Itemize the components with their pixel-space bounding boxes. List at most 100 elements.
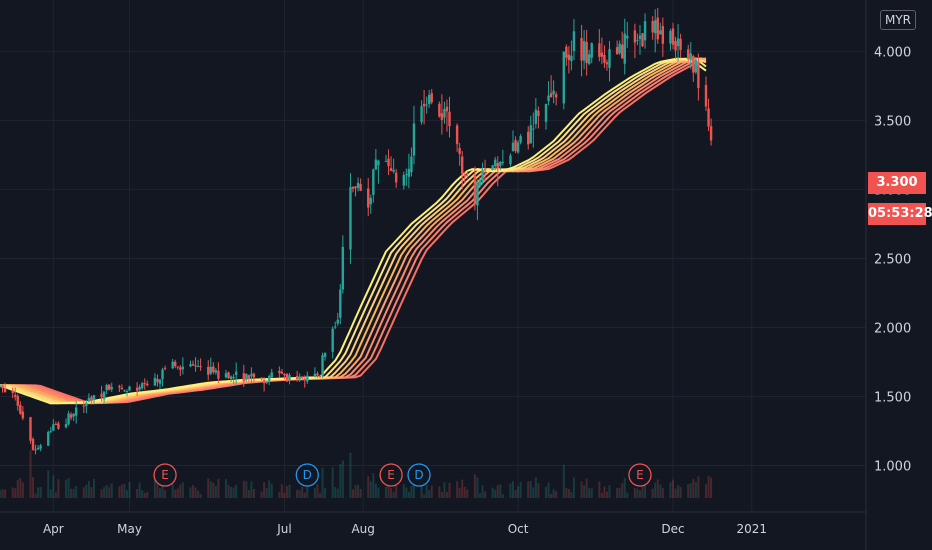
candle-body <box>367 188 370 208</box>
candle-body <box>643 21 647 41</box>
volume-bar <box>425 484 428 498</box>
volume-bar <box>37 487 40 498</box>
volume-bar <box>387 485 390 498</box>
candle-body <box>427 94 431 105</box>
earnings-marker-0[interactable]: E <box>153 463 177 487</box>
volume-bar <box>318 492 321 498</box>
candle-body <box>410 156 413 173</box>
candle-body <box>36 447 40 450</box>
candle-body <box>461 156 464 174</box>
volume-bar <box>501 494 504 498</box>
dividend-marker-1[interactable]: D <box>295 463 319 487</box>
candle-body <box>412 123 416 156</box>
candle-body <box>189 364 192 367</box>
volume-bar <box>600 492 603 498</box>
volume-bar <box>603 486 606 498</box>
volume-bar <box>156 484 159 498</box>
event-marker-circle <box>379 463 403 487</box>
volume-bar <box>534 477 537 498</box>
candle-body <box>176 366 179 368</box>
candle-body <box>537 110 540 117</box>
volume-bar <box>146 491 149 498</box>
ma-ribbon-line-0 <box>0 57 707 405</box>
candle-body <box>676 38 680 47</box>
candle-body <box>483 169 487 171</box>
volume-bar <box>171 484 174 498</box>
ma-ribbon-line-5 <box>0 57 707 405</box>
earnings-marker-4[interactable]: E <box>628 463 652 487</box>
candle-body <box>445 106 449 112</box>
candle-body <box>511 142 515 152</box>
time-tick-label: 2021 <box>736 522 767 536</box>
volume-bar <box>570 491 573 498</box>
candle-body <box>135 387 139 391</box>
volume-bar <box>367 476 370 498</box>
volume-bar <box>118 486 121 498</box>
volume-bar <box>87 481 90 498</box>
candle-body <box>298 376 301 380</box>
candle-body <box>295 375 299 380</box>
candle-body <box>110 387 113 390</box>
candle-layer <box>0 8 713 455</box>
candle-body <box>384 161 388 163</box>
candle-body <box>143 383 146 385</box>
volume-bar <box>412 477 415 498</box>
volume-bar <box>280 484 283 498</box>
candle-body <box>125 391 129 393</box>
candle-body <box>509 155 512 165</box>
candle-body <box>16 396 19 406</box>
candle-body <box>466 173 469 175</box>
candle-body <box>57 423 60 429</box>
volume-bar <box>72 489 75 498</box>
candle-body <box>600 52 604 57</box>
volume-bar <box>562 464 565 498</box>
volume-bar <box>321 467 324 498</box>
volume-bar <box>636 488 639 498</box>
candle-body <box>491 165 494 171</box>
volume-bar <box>626 492 629 498</box>
candle-body <box>82 405 86 407</box>
volume-bar <box>39 486 42 498</box>
volume-bar <box>583 485 586 498</box>
volume-bar <box>70 488 73 498</box>
dividend-marker-3[interactable]: D <box>407 463 431 487</box>
volume-bar <box>359 488 362 498</box>
volume-bar <box>136 489 139 498</box>
volume-bar <box>263 482 266 498</box>
volume-bar <box>316 484 319 498</box>
volume-bar <box>260 491 263 498</box>
volume-bar <box>443 482 446 498</box>
candle-body <box>481 169 484 181</box>
candle-body <box>626 35 629 39</box>
candle-body <box>265 381 268 383</box>
grid-layer <box>0 0 866 512</box>
candle-body <box>163 367 167 369</box>
volume-bar <box>374 483 377 498</box>
currency-badge[interactable]: MYR <box>879 10 916 30</box>
candle-body <box>313 373 317 378</box>
candle-body <box>14 394 17 397</box>
candle-body <box>687 49 690 60</box>
earnings-marker-2[interactable]: E <box>379 463 403 487</box>
candle-body <box>455 125 459 145</box>
candle-body <box>11 390 14 394</box>
volume-bar <box>296 489 299 498</box>
candle-body <box>39 445 42 449</box>
time-axis[interactable]: Apr May Jul Aug Oct Dec 2021 <box>43 522 767 536</box>
volume-bar <box>19 477 22 498</box>
volume-bar <box>618 487 621 498</box>
ma-ribbon-line-1 <box>0 57 707 405</box>
candle-body <box>674 41 677 51</box>
volume-bar <box>212 482 215 498</box>
candle-body <box>387 158 390 167</box>
candle-body <box>209 366 212 374</box>
volume-bar <box>679 487 682 498</box>
candle-body <box>224 373 228 378</box>
volume-bar <box>651 488 654 498</box>
event-marker-circle <box>295 463 319 487</box>
volume-bar <box>385 486 388 498</box>
